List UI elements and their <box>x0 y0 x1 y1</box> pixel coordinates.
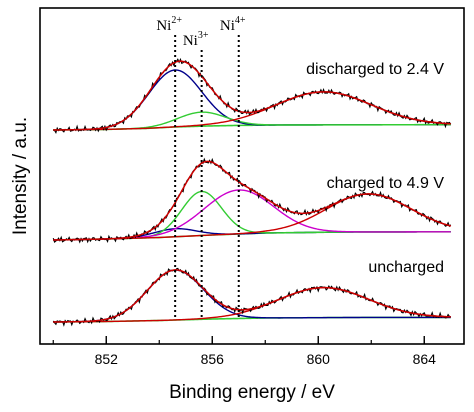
raw-data-line <box>52 157 452 244</box>
fit-envelope-line <box>53 160 451 241</box>
ref-label-element: Ni <box>220 18 235 34</box>
x-tick-label: 860 <box>307 351 331 367</box>
trace-2: uncharged <box>52 259 451 327</box>
fit-envelope-line <box>53 269 451 323</box>
component-peak <box>53 269 451 323</box>
plot-frame <box>39 7 465 345</box>
traces: discharged to 2.4 V charged to 4.9 V uncha… <box>52 57 452 327</box>
ref-label: Ni3+ <box>183 30 209 49</box>
x-axis-title: Binding energy / eV <box>169 382 335 403</box>
ref-label-element: Ni <box>156 18 171 34</box>
ref-label-charge: 2+ <box>171 15 182 26</box>
x-axis-ticks: 852 856 860 864 <box>52 336 437 367</box>
trace-label: discharged to 2.4 V <box>306 61 444 78</box>
ref-label-charge: 3+ <box>198 30 209 41</box>
trace-label: charged to 4.9 V <box>327 175 445 192</box>
ref-label: Ni4+ <box>220 15 246 34</box>
component-peak <box>53 193 451 241</box>
ref-label: Ni2+ <box>156 15 182 34</box>
component-peak <box>53 69 451 131</box>
trace-1: charged to 4.9 V <box>52 157 452 244</box>
x-tick-label: 864 <box>413 351 437 367</box>
trace-0: discharged to 2.4 V <box>53 57 452 135</box>
fit-envelope-line <box>53 60 451 131</box>
x-tick-label: 856 <box>201 351 225 367</box>
y-axis-title: Intensity / a.u. <box>10 117 31 235</box>
trace-label: uncharged <box>368 259 444 276</box>
reference-lines: Ni2+Ni3+Ni4+ <box>156 15 246 318</box>
ref-label-element: Ni <box>183 33 198 49</box>
x-tick-label: 852 <box>95 351 119 367</box>
ref-label-charge: 4+ <box>235 15 246 26</box>
